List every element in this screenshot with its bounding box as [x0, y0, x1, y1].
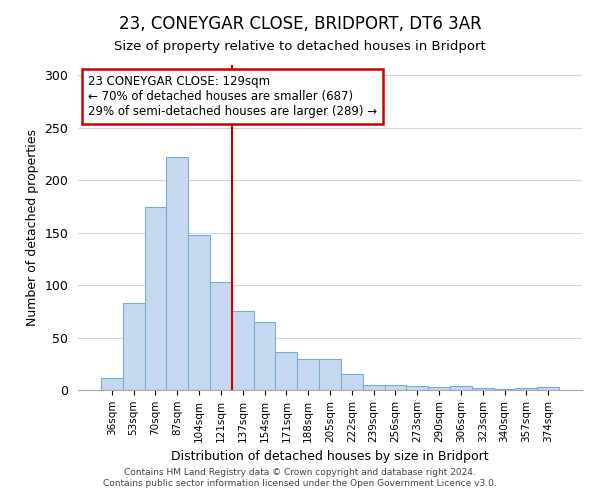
- Bar: [145, 206, 166, 390]
- Text: 23 CONEYGAR CLOSE: 129sqm
← 70% of detached houses are smaller (687)
29% of semi: 23 CONEYGAR CLOSE: 129sqm ← 70% of detac…: [88, 74, 377, 118]
- Bar: [363, 385, 385, 390]
- Bar: [101, 378, 123, 390]
- Bar: [232, 312, 254, 390]
- Bar: [210, 282, 232, 390]
- Bar: [188, 235, 210, 390]
- Bar: [494, 389, 515, 390]
- Bar: [123, 303, 145, 390]
- Bar: [515, 388, 537, 390]
- Bar: [297, 358, 319, 390]
- Bar: [385, 385, 406, 390]
- Bar: [341, 374, 363, 390]
- Y-axis label: Number of detached properties: Number of detached properties: [26, 129, 39, 326]
- Bar: [537, 387, 559, 390]
- Bar: [450, 386, 472, 390]
- Bar: [166, 158, 188, 390]
- Bar: [428, 387, 450, 390]
- Text: Size of property relative to detached houses in Bridport: Size of property relative to detached ho…: [114, 40, 486, 53]
- Text: Contains HM Land Registry data © Crown copyright and database right 2024.
Contai: Contains HM Land Registry data © Crown c…: [103, 468, 497, 487]
- Bar: [275, 352, 297, 390]
- Text: 23, CONEYGAR CLOSE, BRIDPORT, DT6 3AR: 23, CONEYGAR CLOSE, BRIDPORT, DT6 3AR: [119, 15, 481, 33]
- Bar: [406, 386, 428, 390]
- X-axis label: Distribution of detached houses by size in Bridport: Distribution of detached houses by size …: [171, 450, 489, 463]
- Bar: [319, 358, 341, 390]
- Bar: [472, 388, 494, 390]
- Bar: [254, 322, 275, 390]
